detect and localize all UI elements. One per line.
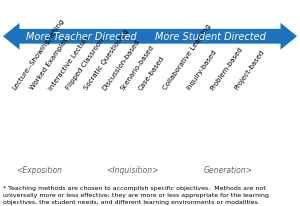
Text: Socratic Questioning: Socratic Questioning xyxy=(84,28,130,91)
Text: Problem-based: Problem-based xyxy=(210,45,244,91)
Polygon shape xyxy=(3,24,297,50)
Text: <Exposition: <Exposition xyxy=(16,165,62,174)
Text: Case-based: Case-based xyxy=(138,54,166,91)
Text: <Inquisition>: <Inquisition> xyxy=(106,165,158,174)
Text: Flipped Classroom: Flipped Classroom xyxy=(66,35,107,91)
Text: Interactive Lecture: Interactive Lecture xyxy=(48,33,90,91)
Text: Project-based: Project-based xyxy=(234,49,266,91)
Text: Scenario-based: Scenario-based xyxy=(120,43,155,91)
Text: More Teacher Directed: More Teacher Directed xyxy=(26,32,136,42)
Text: Lecture--Showing/Telling: Lecture--Showing/Telling xyxy=(12,18,65,91)
Text: Collaborative Learning: Collaborative Learning xyxy=(162,23,212,91)
Text: Worked Examples: Worked Examples xyxy=(30,37,70,91)
Text: Generation>: Generation> xyxy=(203,165,253,174)
Text: Inquiry-based: Inquiry-based xyxy=(186,48,218,91)
Text: More Student Directed: More Student Directed xyxy=(154,32,266,42)
Text: * Teaching methods are chosen to accomplish specific objectives.  Methods are no: * Teaching methods are chosen to accompl… xyxy=(3,185,269,204)
Text: Discussion-based: Discussion-based xyxy=(102,38,141,91)
